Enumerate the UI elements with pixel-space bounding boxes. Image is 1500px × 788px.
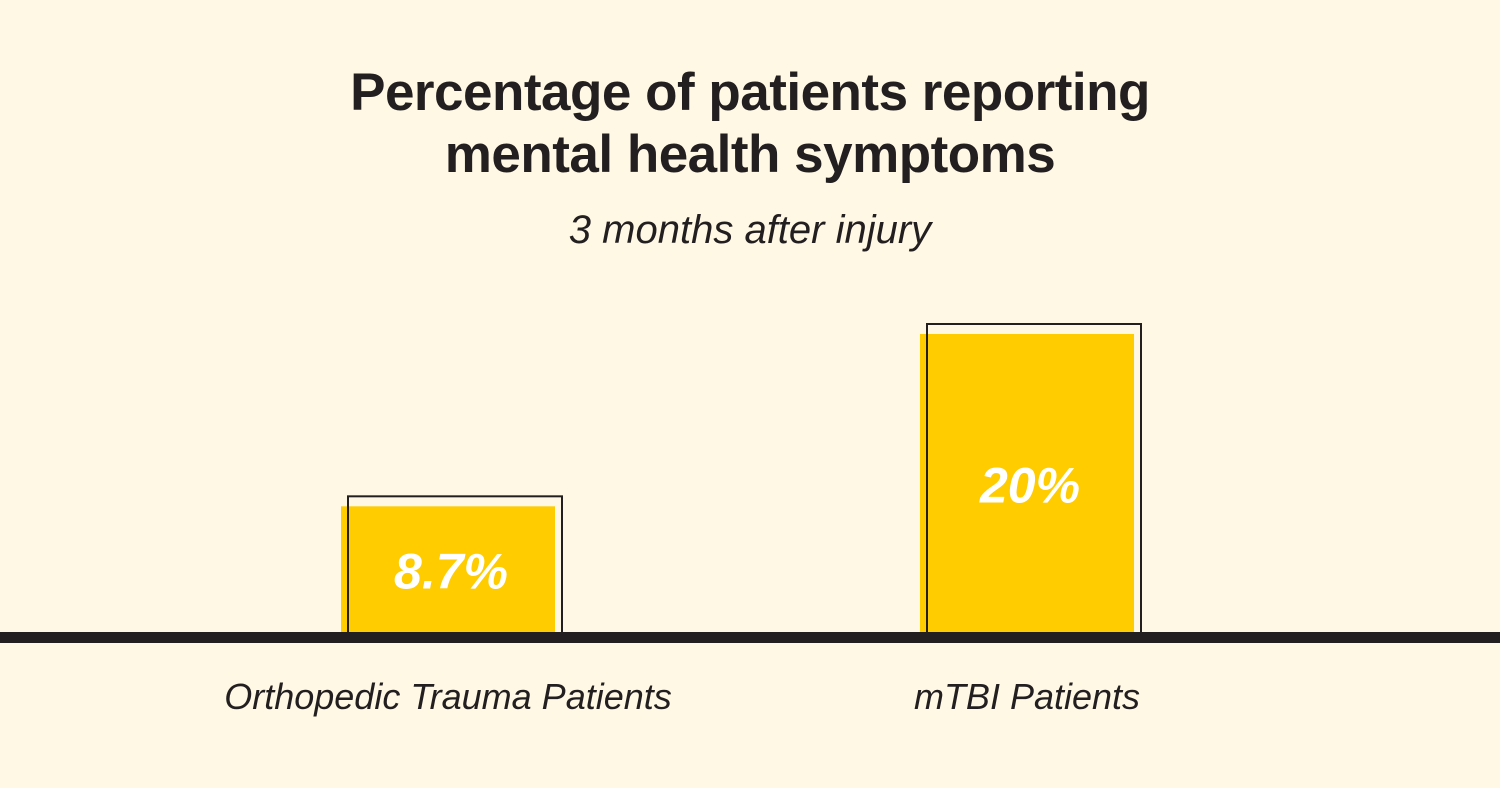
- chart-title-line-2: mental health symptoms: [444, 125, 1056, 184]
- bar-value-label-0: 8.7%: [394, 544, 508, 600]
- bar-0: [341, 506, 555, 637]
- bar-1: [920, 334, 1134, 637]
- chart-title: Percentage of patients reporting mental …: [0, 62, 1500, 186]
- bar-value-label-1: 20%: [979, 458, 1080, 514]
- category-label-1: mTBI Patients: [914, 676, 1140, 717]
- x-axis-baseline: [0, 632, 1500, 643]
- chart-subtitle: 3 months after injury: [568, 208, 932, 252]
- chart-title-line-1: Percentage of patients reporting: [350, 63, 1150, 122]
- category-label-0: Orthopedic Trauma Patients: [224, 676, 672, 717]
